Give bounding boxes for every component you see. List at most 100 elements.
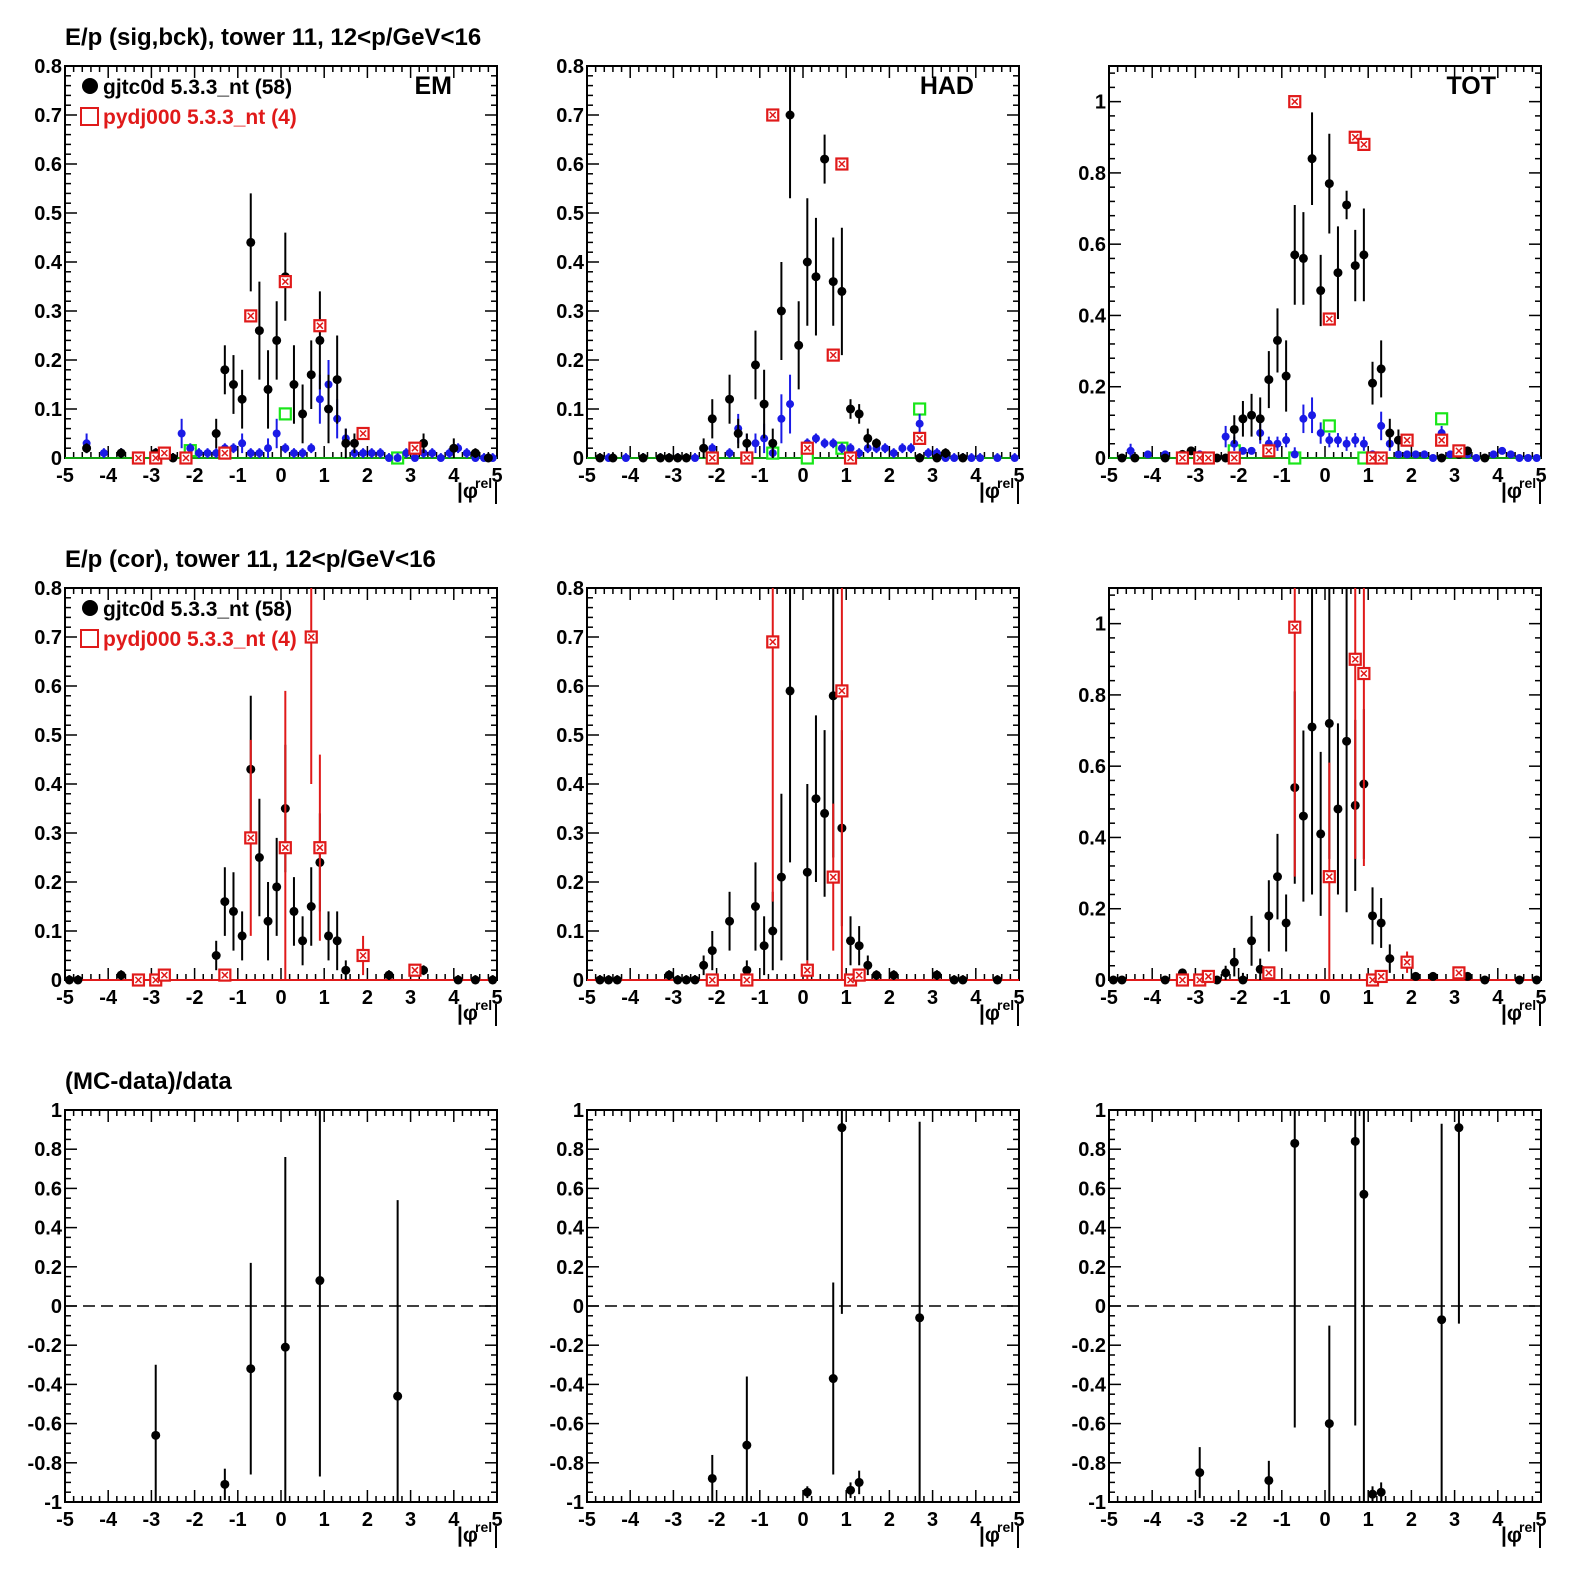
x-tick-label: 4 xyxy=(448,987,460,1009)
data-point-cross xyxy=(855,971,863,979)
x-axis-label: |φ xyxy=(979,1002,1000,1025)
data-point xyxy=(907,444,915,453)
data-point xyxy=(1351,436,1360,445)
x-axis-label: |φ xyxy=(457,1002,478,1025)
x-tick-label: 1 xyxy=(1363,987,1374,1009)
data-point xyxy=(1368,1489,1378,1499)
data-point xyxy=(1446,450,1455,459)
y-tick-label: 1 xyxy=(1095,1100,1106,1122)
x-tick-label: -2 xyxy=(186,465,204,487)
panel-r2c1: -5 -4 -3 -2 -1 0 1 2 3 4 5 0 0.1 0.2 0.3 0.4 0.5 0.6 0.7 0.… xyxy=(34,578,503,1026)
x-tick-label: 3 xyxy=(927,1509,938,1531)
data-point-cross xyxy=(846,454,855,462)
data-point xyxy=(759,399,769,409)
data-point-cross xyxy=(152,976,160,984)
panel-r3c1: -5 -4 -3 -2 -1 0 1 2 3 4 5 -1 -0.8 -0.6 -0.4 -0.2 0 0.2 0.… xyxy=(28,1100,503,1548)
data-point xyxy=(1359,439,1368,448)
data-point xyxy=(254,326,264,336)
data-point xyxy=(1403,450,1412,459)
data-point-cross xyxy=(307,633,315,641)
data-point xyxy=(1359,250,1369,260)
x-axis-label: |φ xyxy=(979,1524,1000,1547)
data-point xyxy=(673,975,683,985)
plot-frame xyxy=(1108,65,1542,459)
y-tick-label: 0.8 xyxy=(34,56,62,78)
data-point xyxy=(932,970,942,980)
panel-r2c2: -5 -4 -3 -2 -1 0 1 2 3 4 5 0 0.1 0.2 0.3 0.4 0.5 0.6 0.7 0.… xyxy=(556,578,1025,1026)
series-data xyxy=(595,588,1002,985)
x-tick-label: 2 xyxy=(362,1509,373,1531)
series-mc xyxy=(705,588,866,987)
x-tick-label: -2 xyxy=(708,987,726,1009)
x-tick-label: -3 xyxy=(1187,1509,1205,1531)
data-point xyxy=(1437,453,1447,463)
panel-tag: TOT xyxy=(1446,72,1496,100)
y-tick-label: -0.6 xyxy=(28,1414,62,1436)
row3-title: (MC-data)/data xyxy=(65,1068,232,1095)
series-mc xyxy=(131,588,422,987)
data-point-cross xyxy=(769,638,777,646)
x-tick-label: 0 xyxy=(275,465,286,487)
data-point-cross xyxy=(1196,976,1204,984)
data-point xyxy=(595,453,605,463)
data-point xyxy=(612,975,622,985)
data-point xyxy=(315,335,325,345)
data-point xyxy=(1316,286,1326,296)
data-point-cross xyxy=(411,444,419,452)
x-tick-label: -1 xyxy=(1273,1509,1291,1531)
panels-group: -5 -4 -3 -2 -1 0 1 2 3 4 5 0 0.1 0.2 0.3 0.4 0.5 0.6 0.7 0.… xyxy=(28,56,1547,1548)
x-tick-label: -4 xyxy=(1143,1509,1162,1531)
data-point xyxy=(220,1479,230,1489)
data-point xyxy=(863,960,873,970)
y-tick-label: -1 xyxy=(566,1492,584,1514)
data-point-cross xyxy=(838,687,846,695)
data-point xyxy=(837,286,847,296)
y-tick-label: 0 xyxy=(573,970,584,992)
x-tick-label: 1 xyxy=(841,1509,852,1531)
data-point-cross xyxy=(1403,958,1411,966)
data-point-cross xyxy=(316,844,324,852)
data-point xyxy=(1368,911,1378,921)
data-point xyxy=(949,975,959,985)
data-point xyxy=(1435,412,1449,426)
y-tick-label: 0.2 xyxy=(34,872,62,894)
data-point xyxy=(595,975,605,985)
x-tick-label: 2 xyxy=(884,1509,895,1531)
panel-r3c2: -5 -4 -3 -2 -1 0 1 2 3 4 5 -1 -0.8 -0.6 -0.4 -0.2 0 0.2 0.… xyxy=(550,1100,1025,1548)
x-tick-label: 2 xyxy=(1406,465,1417,487)
x-tick-label: 0 xyxy=(1319,1509,1330,1531)
data-point-cross xyxy=(1368,454,1377,462)
data-point xyxy=(462,449,471,458)
x-tick-label: -3 xyxy=(665,1509,683,1531)
data-point xyxy=(608,453,618,463)
x-axis-label-sup: rel xyxy=(475,475,492,491)
data-point xyxy=(332,936,342,946)
data-point-cross xyxy=(359,951,367,960)
x-tick-label: 0 xyxy=(797,465,808,487)
plot-frame xyxy=(586,587,1020,981)
x-axis-label-sup: rel xyxy=(1519,475,1536,491)
x-axis-label: |φ xyxy=(979,480,1000,503)
data-point xyxy=(1298,253,1308,263)
series-ratio xyxy=(1195,1110,1464,1502)
legend-label-mc: pydj000 5.3.3_nt (4) xyxy=(103,106,297,129)
x-tick-label: 0 xyxy=(1319,465,1330,487)
data-point xyxy=(306,902,316,911)
y-tick-label: -1 xyxy=(1088,1492,1106,1514)
data-point xyxy=(186,444,195,453)
data-point xyxy=(759,941,769,951)
data-point xyxy=(950,454,959,462)
data-point xyxy=(837,1123,847,1133)
y-tick-label: 0.4 xyxy=(34,252,63,274)
data-point xyxy=(811,434,820,443)
x-tick-label: 0 xyxy=(1319,987,1330,1009)
data-point xyxy=(272,429,281,438)
data-point-cross xyxy=(160,971,168,979)
x-tick-label: 5 xyxy=(1535,1509,1546,1531)
x-tick-label: -4 xyxy=(1143,465,1162,487)
data-point-cross xyxy=(803,444,811,452)
data-point xyxy=(1238,446,1247,455)
data-point xyxy=(846,404,856,414)
data-point xyxy=(470,448,480,458)
